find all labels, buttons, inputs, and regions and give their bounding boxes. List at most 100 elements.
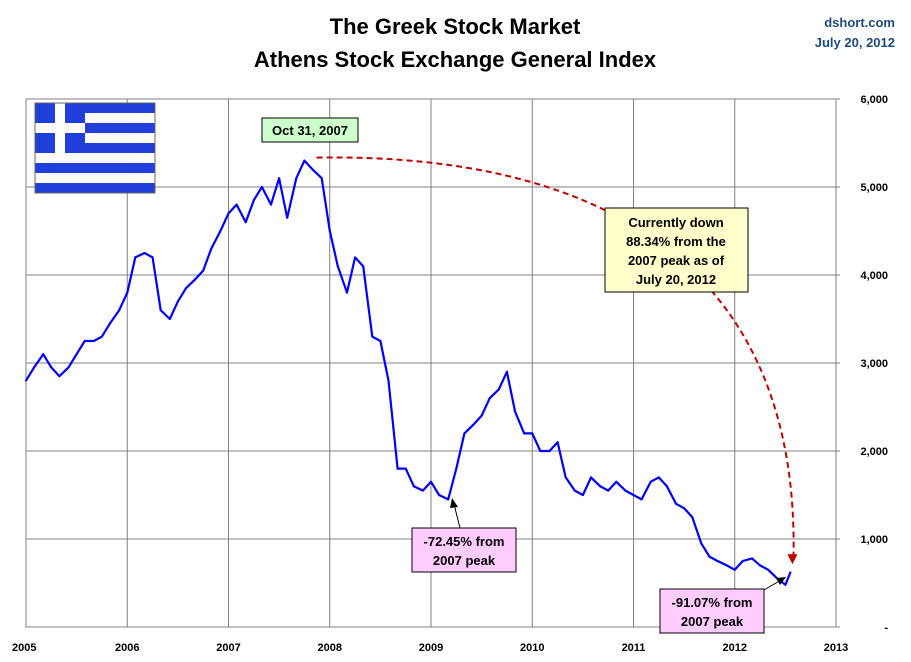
series-point-28 [260,186,263,188]
series-point-27 [252,199,255,202]
series-point-40 [362,265,365,268]
series-point-64 [564,476,567,479]
series-point-76 [665,485,668,488]
series-point-68 [599,485,602,488]
series-point-49 [438,494,441,496]
trough-2012-label-line-2: 2007 peak [681,614,744,629]
series-point-25 [235,203,238,206]
series-point-38 [346,291,348,294]
x-tick-label-6: 2011 [622,642,646,654]
y-tick-label-4: 4,000 [860,270,888,282]
trough-2012-annotation: -91.07% from 2007 peak [659,577,786,634]
series-point-69 [607,489,610,492]
series-point-63 [556,441,559,444]
series-point-71 [624,489,627,492]
series-point-54 [480,414,483,417]
flag-stripe-6 [35,163,155,173]
series-point-17 [168,318,171,320]
series-point-42 [379,340,382,342]
series-point-88 [767,568,770,571]
series-points [25,159,792,586]
series-point-43 [387,379,390,382]
series-point-23 [219,230,222,232]
x-tick-label-3: 2008 [318,642,342,654]
series-point-11 [118,309,121,312]
series-point-47 [421,489,424,492]
flag-border [34,102,156,194]
series-point-10 [109,322,111,325]
series-point-86 [751,557,753,560]
series-point-7 [83,340,86,342]
series-point-9 [100,335,103,338]
current-note-line-1: Currently down [628,215,723,230]
series-point-22 [210,247,213,250]
x-tick-label-5: 2010 [520,642,544,654]
series-point-59 [523,432,526,435]
series-point-45 [404,467,407,470]
series-point-33 [303,159,306,162]
flag-stripe-0 [35,103,155,113]
series-point-56 [497,388,500,391]
x-tick-label-2: 2007 [216,642,240,654]
chart-subtitle: Athens Stock Exchange General Index [254,47,657,72]
series-point-0 [25,379,27,382]
trough-2009-label-box [411,527,517,573]
series-point-50 [447,498,450,501]
series-point-84 [733,568,736,571]
trough-2009-label-line-2: 2007 peak [433,553,496,568]
series-point-57 [505,370,508,373]
y-tick-label-6: 6,000 [860,94,888,106]
series-point-90 [784,583,787,586]
current-note-line-2: 88.34% from the [626,234,726,249]
series-point-26 [244,221,247,224]
source-label: dshort.com [824,15,895,30]
flag-stripe-7 [35,173,155,183]
series-point-29 [270,203,272,206]
series-point-74 [649,480,652,483]
series-point-44 [396,467,399,470]
series-point-51 [455,467,458,470]
chart-title: The Greek Stock Market [330,14,581,39]
trough-2009-annotation: -72.45% from 2007 peak [411,498,517,573]
series-point-6 [75,353,78,356]
trough-2012-label-line-1: -91.07% from [672,595,753,610]
source-date: July 20, 2012 [815,35,895,50]
peak-annotation: Oct 31, 2007 [261,117,359,143]
series-point-81 [708,555,711,558]
series-point-18 [176,300,179,303]
series-point-80 [700,542,703,545]
series-point-65 [573,489,576,492]
x-tick-label-8: 2013 [824,642,848,654]
series-point-55 [488,397,491,400]
greek-flag-icon [34,102,156,194]
projection-arrowhead [787,554,798,565]
series-point-91 [789,571,792,574]
flag-stripe-8 [35,183,155,193]
series-point-70 [615,480,618,483]
flag-stripe-5 [35,153,155,163]
current-note-annotation: Currently down 88.34% from the 2007 peak… [604,207,749,293]
series-point-20 [194,278,197,281]
series-point-77 [675,502,677,505]
series-point-83 [725,564,728,567]
series-point-78 [683,507,686,510]
series-point-79 [691,516,694,518]
series-point-1 [33,366,36,369]
series-point-15 [151,256,154,259]
series-point-53 [472,423,475,426]
trough-2012-arrowhead [776,577,786,585]
series-point-35 [320,177,323,180]
trough-2009-arrow-line [453,503,461,529]
series-point-5 [67,366,70,369]
flag-stripe-4 [35,143,155,153]
series-point-60 [531,432,534,435]
series-point-30 [278,177,281,180]
series-point-58 [514,410,516,413]
current-note-box [604,207,749,293]
x-tick-label-0: 2005 [12,642,36,654]
series-point-32 [295,177,298,180]
series-point-14 [143,252,146,254]
series-point-66 [581,494,584,496]
series-point-21 [202,269,205,272]
